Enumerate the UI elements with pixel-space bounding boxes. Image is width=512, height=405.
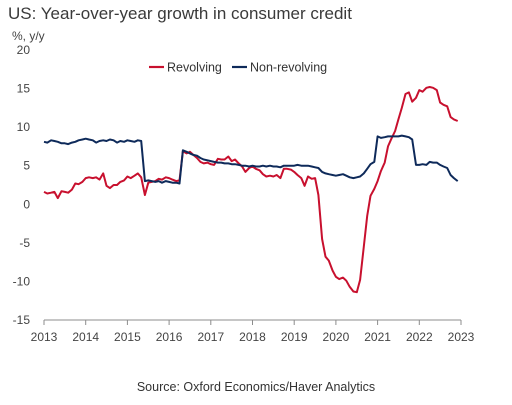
x-axis-ticks: 2013 2014 2015 2016 2017 2018 2019 2020 2021 2022…: [31, 320, 475, 344]
x-tick-label: 2020: [323, 330, 350, 344]
y-tick-label: -15: [13, 313, 31, 327]
legend-label: Non-revolving: [250, 61, 327, 75]
series-line-revolving: [43, 86, 459, 294]
y-axis-ticks: -15 -10 -5 0 5 10 15 20: [13, 43, 31, 327]
legend: Revolving Non-revolving: [149, 61, 327, 75]
x-tick-label: 2022: [406, 330, 433, 344]
chart-title: US: Year-over-year growth in consumer cr…: [8, 4, 352, 23]
x-tick-label: 2013: [31, 330, 58, 344]
legend-label: Revolving: [167, 61, 222, 75]
y-tick-label: -10: [13, 274, 31, 288]
y-tick-label: 20: [17, 43, 31, 57]
source-note: Source: Oxford Economics/Haver Analytics: [136, 380, 376, 394]
y-tick-label: 10: [17, 120, 31, 134]
series-lines: [43, 86, 459, 294]
x-tick-label: 2023: [448, 330, 475, 344]
x-tick-label: 2014: [72, 330, 99, 344]
x-tick-label: 2018: [239, 330, 266, 344]
y-tick-label: 5: [23, 159, 30, 173]
x-tick-label: 2017: [197, 330, 224, 344]
x-tick-label: 2015: [114, 330, 141, 344]
y-axis-unit-label: %, y/y: [12, 29, 45, 43]
x-tick-label: 2019: [281, 330, 308, 344]
series-line-non-revolving: [43, 134, 459, 185]
y-tick-label: -5: [19, 236, 30, 250]
x-tick-label: 2021: [364, 330, 391, 344]
y-tick-label: 15: [17, 82, 31, 96]
y-tick-label: 0: [23, 197, 30, 211]
x-tick-label: 2016: [156, 330, 183, 344]
